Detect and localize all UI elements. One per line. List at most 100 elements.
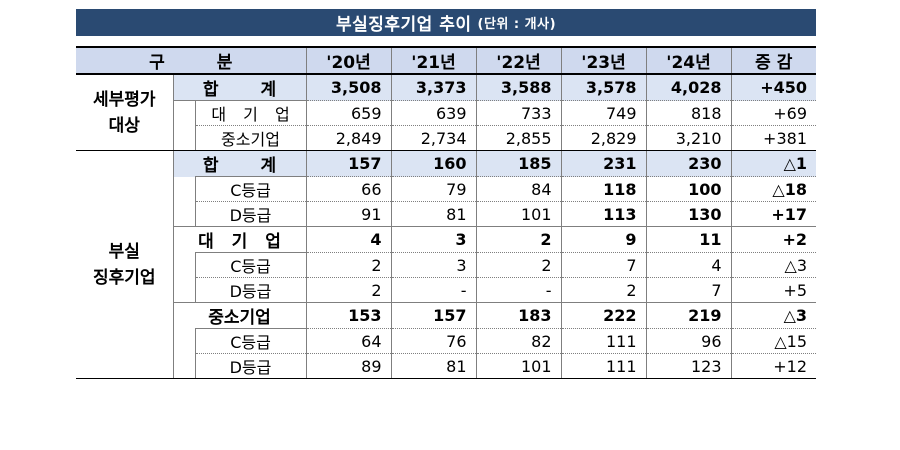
table-row: 대 기 업 4 3 2 9 11 +2 <box>76 226 816 253</box>
indent-spacer <box>173 125 196 151</box>
row-label: 대 기 업 <box>195 100 306 126</box>
table-cell: 157 <box>305 150 391 177</box>
row-label: C등급 <box>194 176 306 202</box>
table-cell: 818 <box>645 100 731 126</box>
table-cell: 100 <box>645 176 731 202</box>
table-cell: 64 <box>305 328 391 354</box>
change-cell: +2 <box>730 226 816 253</box>
table-cell: 749 <box>560 100 646 126</box>
table-row: 대 기 업 659 639 733 749 818 +69 <box>76 100 816 126</box>
group-label-line: 부실 <box>108 241 140 262</box>
row-label: C등급 <box>194 328 306 354</box>
row-label: D등급 <box>194 201 306 227</box>
table-cell: 111 <box>560 353 646 379</box>
table-cell: 3,508 <box>305 74 391 101</box>
indent-spacer <box>173 328 196 379</box>
table-cell: 9 <box>560 226 646 253</box>
table-cell: 84 <box>475 176 561 202</box>
table-row: 중소기업 2,849 2,734 2,855 2,829 3,210 +381 <box>76 125 816 151</box>
table-cell: 4 <box>305 226 391 253</box>
header-year: '23년 <box>560 46 646 75</box>
table-cell: 157 <box>390 302 476 329</box>
table-cell: 101 <box>475 201 561 227</box>
change-cell: △1 <box>730 150 816 177</box>
table-row: D등급 2 - - 2 7 +5 <box>76 277 816 303</box>
change-cell: △15 <box>730 328 816 354</box>
table-cell: 222 <box>560 302 646 329</box>
table-cell: 113 <box>560 201 646 227</box>
table-cell: 81 <box>390 201 476 227</box>
table-cell: - <box>390 277 476 303</box>
table-cell: 81 <box>390 353 476 379</box>
table-cell: 123 <box>645 353 731 379</box>
row-label: D등급 <box>194 353 306 379</box>
table-cell: 230 <box>645 150 731 177</box>
group-label-line: 대상 <box>108 115 140 136</box>
insolvency-table: 구분 '20년 '21년 '22년 '23년 '24년 증 감 세부평가 대상 … <box>76 46 816 379</box>
table-cell: 3,210 <box>645 125 731 151</box>
table-cell: 96 <box>645 328 731 354</box>
table-cell: 2 <box>475 226 561 253</box>
table-cell: 118 <box>560 176 646 202</box>
table-cell: 66 <box>305 176 391 202</box>
table-cell: 183 <box>475 302 561 329</box>
table-cell: 7 <box>645 277 731 303</box>
table-cell: 4 <box>645 252 731 278</box>
table-title-bar: 부실징후기업 추이 (단위 : 개사) <box>76 9 816 36</box>
table-cell: 3,588 <box>475 74 561 101</box>
table-cell: 231 <box>560 150 646 177</box>
table-cell: 4,028 <box>645 74 731 101</box>
table-cell: 89 <box>305 353 391 379</box>
table-cell: 153 <box>305 302 391 329</box>
table-cell: 3 <box>390 252 476 278</box>
table-cell: 79 <box>390 176 476 202</box>
header-year: '21년 <box>390 46 476 75</box>
table-row: C등급 64 76 82 111 96 △15 <box>76 328 816 379</box>
header-year: '20년 <box>305 46 391 75</box>
table-cell: 2,849 <box>305 125 391 151</box>
row-label: 대 기 업 <box>173 226 306 253</box>
header-year: '22년 <box>475 46 561 75</box>
table-cell: 639 <box>390 100 476 126</box>
group-label-insolvent: 부실 징후기업 <box>76 150 174 379</box>
indent-spacer <box>173 176 196 227</box>
table-cell: 2,734 <box>390 125 476 151</box>
unit-label: (단위 : 개사) <box>477 17 557 32</box>
table-row: 세부평가 대상 합 계 3,508 3,373 3,588 3,578 4,02… <box>76 74 816 151</box>
group-label-line: 세부평가 <box>92 89 156 110</box>
header-change: 증 감 <box>730 46 816 75</box>
table-cell: 111 <box>560 328 646 354</box>
table-cell: 2,829 <box>560 125 646 151</box>
table-row: D등급 91 81 101 113 130 +17 <box>76 201 816 227</box>
change-cell: △3 <box>730 302 816 329</box>
table-cell: 185 <box>475 150 561 177</box>
indent-spacer <box>173 100 196 126</box>
table-cell: 130 <box>645 201 731 227</box>
table-cell: 2 <box>305 252 391 278</box>
table-row: 중소기업 153 157 183 222 219 △3 <box>76 302 816 329</box>
table-cell: 91 <box>305 201 391 227</box>
table-row: D등급 89 81 101 111 123 +12 <box>76 353 816 379</box>
change-cell: △3 <box>730 252 816 278</box>
row-label: 합 계 <box>172 150 306 177</box>
row-label: 중소기업 <box>173 302 306 329</box>
header-gubun: 구분 <box>76 46 306 75</box>
table-cell: 76 <box>390 328 476 354</box>
change-cell: +69 <box>730 100 816 126</box>
change-cell: +12 <box>730 353 816 379</box>
group-label-line: 징후기업 <box>92 267 156 288</box>
table-cell: 733 <box>475 100 561 126</box>
header-row: 구분 '20년 '21년 '22년 '23년 '24년 증 감 <box>76 46 816 75</box>
table-cell: 2,855 <box>475 125 561 151</box>
change-cell: +450 <box>730 74 816 101</box>
header-year: '24년 <box>645 46 731 75</box>
row-label: D등급 <box>194 277 306 303</box>
table-cell: 3,578 <box>560 74 646 101</box>
table-cell: 2 <box>560 277 646 303</box>
indent-spacer <box>173 252 196 303</box>
change-cell: +17 <box>730 201 816 227</box>
table-cell: 11 <box>645 226 731 253</box>
row-label: 합 계 <box>172 74 306 101</box>
table-cell: 2 <box>475 252 561 278</box>
table-row: 부실 징후기업 합 계 157 160 185 231 230 △1 <box>76 150 816 379</box>
